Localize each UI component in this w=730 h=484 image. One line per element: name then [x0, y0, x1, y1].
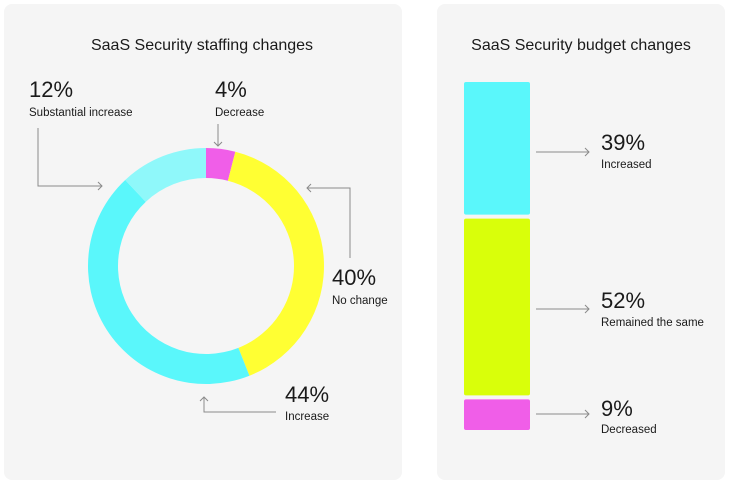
bar-segment-remained-the-same — [464, 218, 530, 396]
decrease-label: Decrease — [215, 107, 264, 119]
decrease-arrow — [213, 124, 223, 147]
substantial-increase-label: Substantial increase — [29, 107, 133, 119]
no-change-arrow — [306, 183, 351, 258]
increased-label: Increased — [601, 159, 652, 171]
remained-label: Remained the same — [601, 317, 704, 329]
increase-value: 44% — [285, 382, 329, 407]
remained-arrow — [536, 304, 590, 314]
no-change-value: 40% — [332, 265, 376, 290]
bar-segment-decreased — [464, 399, 530, 430]
decreased-arrow — [536, 409, 590, 419]
remained-value: 52% — [601, 288, 645, 313]
increase-arrow — [199, 396, 276, 413]
decreased-value: 9% — [601, 396, 633, 421]
staffing-panel: SaaS Security staffing changes 12% Subst… — [4, 4, 402, 480]
increased-value: 39% — [601, 130, 645, 155]
donut-slice-decrease — [206, 148, 236, 181]
budget-stacked-bar-chart: SaaS Security budget changes 39% Increas… — [464, 37, 704, 436]
increased-arrow — [536, 147, 590, 157]
increase-label: Increase — [285, 411, 329, 423]
substantial-increase-arrow — [37, 128, 103, 191]
no-change-label: No change — [332, 295, 388, 307]
budget-chart-title: SaaS Security budget changes — [471, 37, 691, 54]
budget-panel: SaaS Security budget changes 39% Increas… — [437, 4, 725, 480]
staffing-donut-chart: SaaS Security staffing changes 12% Subst… — [29, 37, 388, 423]
staffing-chart-title: SaaS Security staffing changes — [91, 37, 313, 54]
substantial-increase-value: 12% — [29, 77, 73, 102]
bar-segment-increased — [464, 82, 530, 215]
donut-slice-substantial-increase — [125, 148, 206, 202]
decreased-label: Decreased — [601, 424, 657, 436]
donut-slice-increase — [88, 179, 250, 384]
donut-slice-no-change — [227, 151, 325, 376]
decrease-value: 4% — [215, 77, 247, 102]
